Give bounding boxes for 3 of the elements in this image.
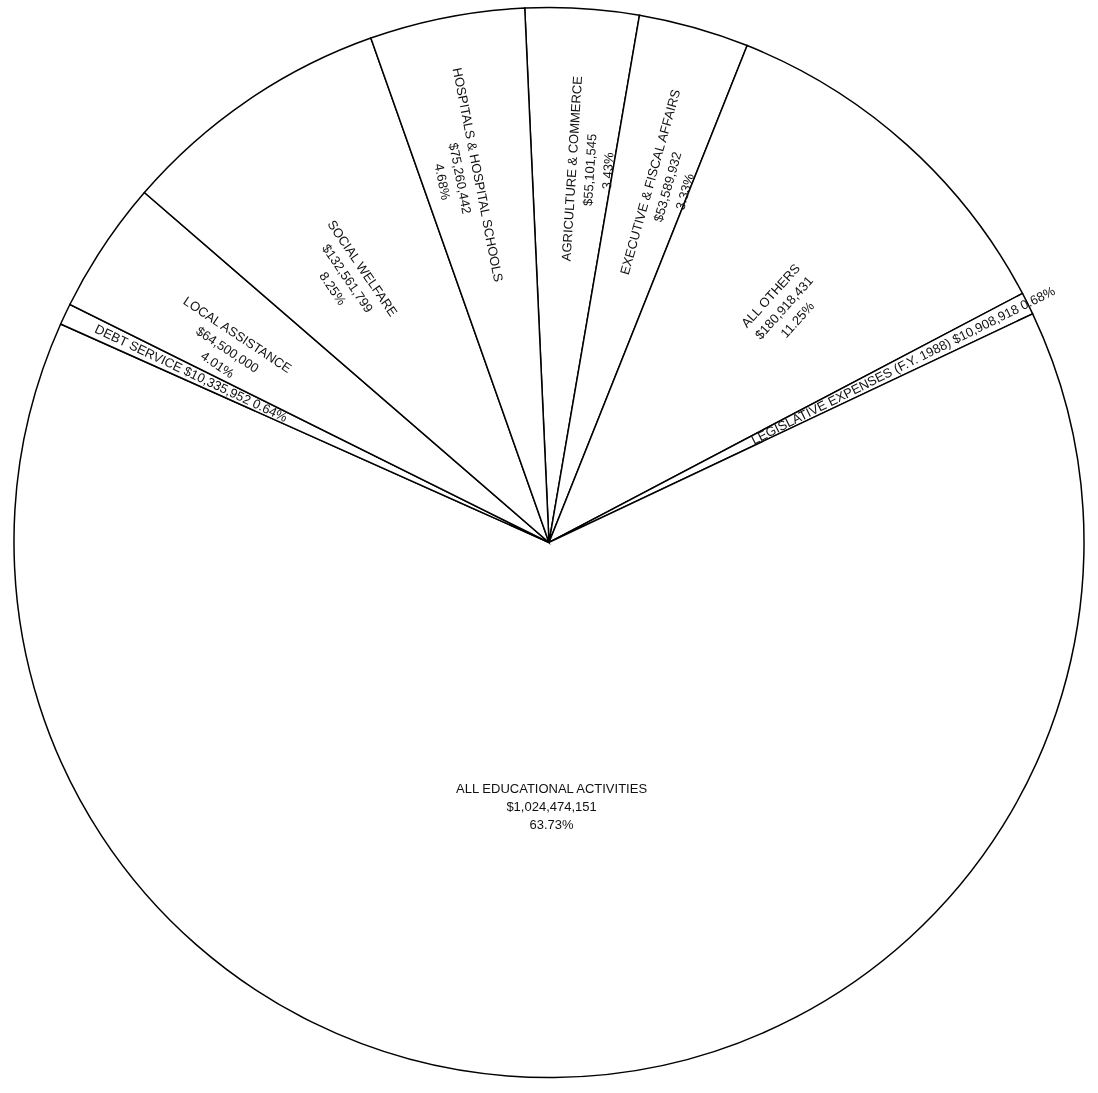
data-label: $55,101,545 3.43% (580, 133, 617, 207)
data-label: $1,024,474,151 63.73% (506, 798, 597, 832)
slice-label: ALL EDUCATIONAL ACTIVITIES (456, 780, 648, 796)
